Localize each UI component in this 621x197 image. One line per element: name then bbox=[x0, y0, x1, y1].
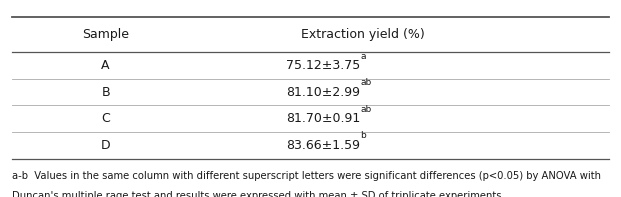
Text: 81.70±0.91: 81.70±0.91 bbox=[286, 112, 360, 125]
Text: A: A bbox=[101, 59, 110, 72]
Text: a: a bbox=[360, 52, 366, 60]
Text: ab: ab bbox=[360, 78, 371, 87]
Text: a-b  Values in the same column with different superscript letters were significa: a-b Values in the same column with diffe… bbox=[12, 171, 601, 181]
Text: B: B bbox=[101, 86, 110, 98]
Text: ab: ab bbox=[360, 105, 371, 114]
Text: Duncan's multiple rage test and results were expressed with mean ± SD of triplic: Duncan's multiple rage test and results … bbox=[12, 191, 505, 197]
Text: Extraction yield (%): Extraction yield (%) bbox=[301, 28, 425, 41]
Text: C: C bbox=[101, 112, 110, 125]
Text: 75.12±3.75: 75.12±3.75 bbox=[286, 59, 360, 72]
Text: b: b bbox=[360, 131, 366, 140]
Text: D: D bbox=[101, 139, 111, 152]
Text: 81.10±2.99: 81.10±2.99 bbox=[286, 86, 360, 98]
Text: 83.66±1.59: 83.66±1.59 bbox=[286, 139, 360, 152]
Text: Sample: Sample bbox=[82, 28, 129, 41]
